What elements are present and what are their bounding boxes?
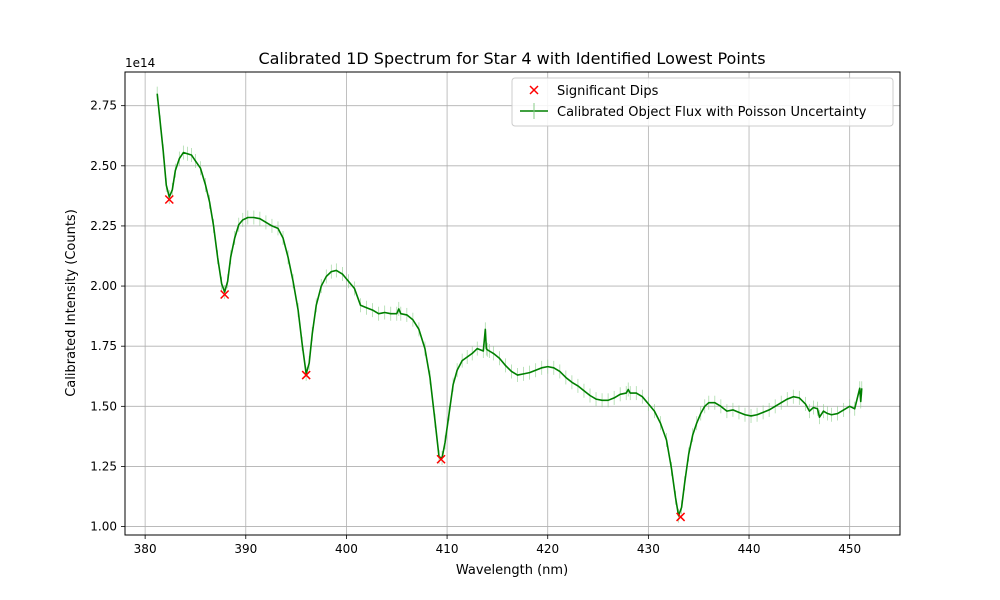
grid (125, 72, 900, 535)
x-tick-label: 420 (536, 542, 559, 556)
x-tick-label: 450 (838, 542, 861, 556)
y-tick-label: 1.75 (90, 339, 117, 353)
x-tick-label: 440 (738, 542, 761, 556)
dip-marker (220, 289, 230, 300)
y-tick-label: 1.25 (90, 459, 117, 473)
y-tick-label: 1.00 (90, 520, 117, 534)
error-bars (156, 86, 863, 523)
x-tick-label: 390 (234, 542, 257, 556)
x-tick-label: 410 (436, 542, 459, 556)
x-tick-label: 400 (335, 542, 358, 556)
y-axis-ticks: 1.00 1.25 1.50 1.75 2.00 2.25 2.50 2.75 (90, 99, 125, 534)
x-axis-label: Wavelength (nm) (456, 563, 568, 578)
y-axis-label: Calibrated Intensity (Counts) (64, 209, 79, 397)
flux-series-line (156, 93, 863, 517)
y-tick-label: 2.75 (90, 99, 117, 113)
legend-label-flux: Calibrated Object Flux with Poisson Unce… (557, 105, 867, 120)
dip-markers (164, 194, 686, 522)
legend-dips-marker (529, 85, 539, 95)
y-offset-label: 1e14 (125, 56, 155, 70)
plot-frame (124, 71, 901, 536)
y-tick-label: 2.25 (90, 219, 117, 233)
x-tick-label: 430 (637, 542, 660, 556)
y-tick-label: 2.50 (90, 159, 117, 173)
dip-marker (676, 512, 686, 522)
legend: Significant Dips Calibrated Object Flux … (511, 77, 894, 127)
dip-marker (301, 370, 311, 380)
legend-box (511, 77, 894, 127)
y-tick-label: 1.50 (90, 399, 117, 413)
x-tick-label: 380 (134, 542, 157, 556)
x-axis-ticks: 380 390 400 410 420 430 440 450 (134, 535, 861, 556)
dip-marker (436, 454, 446, 464)
legend-dip-marker (529, 85, 539, 95)
legend-label-dips: Significant Dips (557, 84, 659, 99)
y-tick-label: 2.00 (90, 279, 117, 293)
series-layer (156, 93, 863, 517)
dip-marker (164, 194, 174, 205)
chart-title: Calibrated 1D Spectrum for Star 4 with I… (258, 49, 765, 68)
